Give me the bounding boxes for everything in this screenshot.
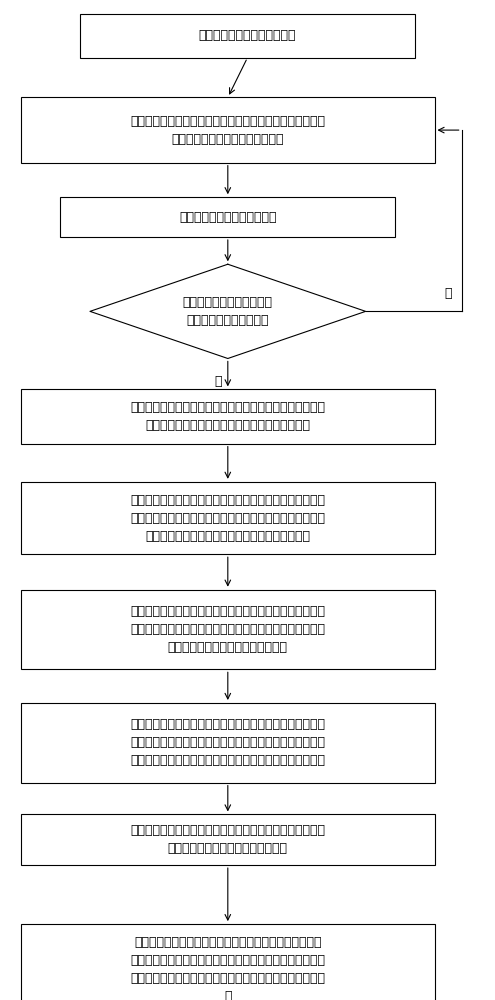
Text: 根据上一次风电场无功电压控制前后的并网点电压及风电场
的无功功率计算风电场并网点当前所需无功补偿量: 根据上一次风电场无功电压控制前后的并网点电压及风电场 的无功功率计算风电场并网点… <box>130 401 325 432</box>
Bar <box>21 924 435 1000</box>
Text: 风电场并网点电压偏差大于
并网点电压偏差死区阈值: 风电场并网点电压偏差大于 并网点电压偏差死区阈值 <box>183 296 273 327</box>
Text: 设定并网点电压偏差死区阈值: 设定并网点电压偏差死区阈值 <box>199 29 296 42</box>
Text: 通过交换机与变电站进行通讯，获取风电场并网点参考电压
幅值和风电场并网点当前电压幅值: 通过交换机与变电站进行通讯，获取风电场并网点参考电压 幅值和风电场并网点当前电压… <box>130 115 325 146</box>
Text: 无功电压控制模块建立风电场集群无功电压控制数学模型，
对各单场中风机的无功功率进行优化计算，得到优化后的各
风机的无功功率，并确定优化后的无功补偿设备的无功功率: 无功电压控制模块建立风电场集群无功电压控制数学模型， 对各单场中风机的无功功率进… <box>130 718 325 767</box>
Bar <box>21 590 435 669</box>
Bar <box>80 14 415 58</box>
Text: 是: 是 <box>214 375 222 388</box>
Text: 设定各单场风机总无功裕度，根据各单场中风机发出的最大
无功功率，无功补偿设备的无功功率最大值，对并网点当前
所需无功补偿量在各单场间进行分配: 设定各单场风机总无功裕度，根据各单场中风机发出的最大 无功功率，无功补偿设备的无… <box>130 605 325 654</box>
Text: 否: 否 <box>445 287 452 300</box>
Bar <box>21 389 435 444</box>
Text: 实时采集风机基本参数和无功补偿设备的无功功率并传输至
无功电压控制模块，无功电压模块确定无功补偿设备当前无
功功率调节范围和各风机的当前无功功率调节范围: 实时采集风机基本参数和无功补偿设备的无功功率并传输至 无功电压控制模块，无功电压… <box>130 494 325 543</box>
Text: 将优化后的各单场中风机的无功功率和无功补偿设备的无功
功率通过交换机传送至风电场子模块: 将优化后的各单场中风机的无功功率和无功补偿设备的无功 功率通过交换机传送至风电场… <box>130 824 325 855</box>
Bar <box>21 97 435 163</box>
Bar <box>21 482 435 554</box>
Text: 各风电场子模块通过控制风机控制器调节风机转子侧的电
流，调节各风机的无功功率，通过控制无功补偿设备控制器
控制各无功补偿设备的开关，调节各无功补偿设备的无功功
: 各风电场子模块通过控制风机控制器调节风机转子侧的电 流，调节各风机的无功功率，通… <box>130 936 325 1000</box>
Text: 计算风电场并网点电压偏差值: 计算风电场并网点电压偏差值 <box>179 211 277 224</box>
Bar <box>21 703 435 783</box>
Bar <box>60 197 395 237</box>
Bar <box>21 814 435 865</box>
